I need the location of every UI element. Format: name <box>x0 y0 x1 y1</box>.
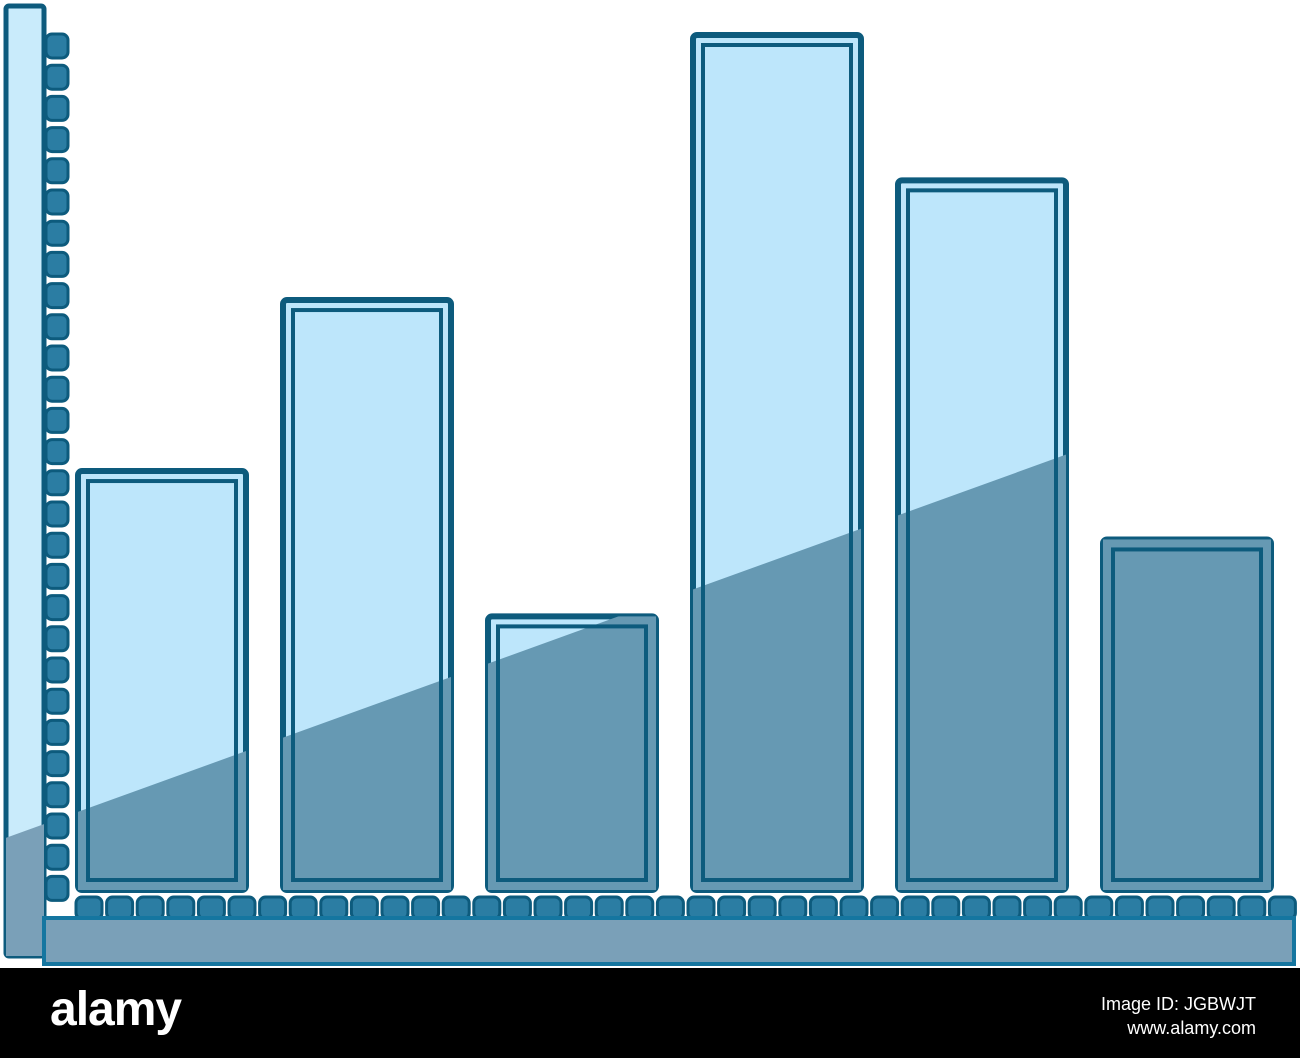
ruler-tick <box>655 895 685 921</box>
footer-info: Image ID: JGBWJT www.alamy.com <box>1101 992 1256 1040</box>
bar-shade <box>488 616 656 890</box>
ruler-tick <box>227 895 257 921</box>
ruler-tick <box>1053 895 1083 921</box>
ruler-tick <box>44 375 70 403</box>
ruler-tick <box>44 157 70 185</box>
ruler-tick <box>44 32 70 60</box>
ruler-tick <box>472 895 502 921</box>
ruler-tick <box>839 895 869 921</box>
bar-group <box>1100 536 1274 893</box>
ruler-tick <box>258 895 288 921</box>
ruler-tick <box>686 895 716 921</box>
bar-group <box>895 177 1069 894</box>
x-axis <box>42 916 1296 966</box>
axes <box>3 3 1296 966</box>
ruler-tick <box>196 895 226 921</box>
ruler-tick <box>44 188 70 216</box>
ruler-tick <box>747 895 777 921</box>
bar-inner-edge <box>1111 547 1263 882</box>
ruler-tick <box>44 656 70 684</box>
ruler-tick <box>319 895 349 921</box>
ruler-tick <box>1206 895 1236 921</box>
ruler-tick <box>44 531 70 559</box>
ruler-tick <box>594 895 624 921</box>
bar-inner-edge <box>701 43 853 882</box>
ruler-tick <box>44 344 70 372</box>
bar-group <box>280 297 454 893</box>
ruler-tick <box>44 94 70 122</box>
ruler-tick <box>625 895 655 921</box>
ruler-tick <box>870 895 900 921</box>
ruler-tick <box>44 313 70 341</box>
ruler-tick <box>44 750 70 778</box>
ruler-tick <box>808 895 838 921</box>
bar-inner-edge <box>906 188 1058 883</box>
ruler-tick <box>533 895 563 921</box>
ruler-tick <box>44 843 70 871</box>
ruler-tick <box>44 250 70 278</box>
ruler-tick <box>502 895 532 921</box>
ruler-tick <box>564 895 594 921</box>
bar-shade <box>1103 539 1271 890</box>
bar-group <box>75 468 249 893</box>
ruler-tick <box>44 562 70 590</box>
ruler-tick <box>288 895 318 921</box>
ruler-tick <box>992 895 1022 921</box>
ruler-tick <box>44 282 70 310</box>
ruler-tick <box>441 895 471 921</box>
ruler-tick <box>717 895 747 921</box>
url: www.alamy.com <box>1127 1018 1256 1038</box>
y-axis <box>3 3 47 959</box>
ruler-tick <box>44 500 70 528</box>
ruler-tick <box>74 895 104 921</box>
ruler-tick <box>1114 895 1144 921</box>
ruler-tick <box>349 895 379 921</box>
bar-inner-edge <box>291 308 443 882</box>
ruler-tick <box>44 687 70 715</box>
ruler-tick <box>135 895 165 921</box>
ruler-tick <box>44 126 70 154</box>
ruler-tick <box>44 594 70 622</box>
chart <box>3 3 1297 966</box>
ruler-tick <box>1176 895 1206 921</box>
ruler-tick <box>900 895 930 921</box>
ruler-tick <box>44 625 70 653</box>
ruler-tick <box>961 895 991 921</box>
ruler-tick <box>44 63 70 91</box>
ruler-tick <box>411 895 441 921</box>
ruler-tick <box>44 438 70 466</box>
ruler-tick <box>380 895 410 921</box>
ruler-tick <box>931 895 961 921</box>
ruler-tick <box>44 219 70 247</box>
ruler-tick <box>44 469 70 497</box>
footer-logo: alamy <box>50 983 182 1036</box>
ruler-tick <box>105 895 135 921</box>
ruler-tick <box>1237 895 1267 921</box>
ruler-tick <box>1145 895 1175 921</box>
ruler-tick <box>44 812 70 840</box>
ruler-tick <box>778 895 808 921</box>
ruler-tick <box>1267 895 1297 921</box>
bar-group <box>690 32 864 893</box>
footer: alamy Image ID: JGBWJT www.alamy.com <box>0 968 1300 1058</box>
image-id: Image ID: JGBWJT <box>1100 994 1256 1014</box>
ruler-tick <box>44 874 70 902</box>
ruler-tick <box>1084 895 1114 921</box>
ruler-tick <box>44 781 70 809</box>
ruler-tick <box>1023 895 1053 921</box>
bar-inner-edge <box>496 624 648 883</box>
ruler-tick <box>44 718 70 746</box>
ruler-tick <box>44 406 70 434</box>
ruler-tick <box>166 895 196 921</box>
bar-group <box>485 613 659 894</box>
bar-inner-edge <box>86 479 238 882</box>
